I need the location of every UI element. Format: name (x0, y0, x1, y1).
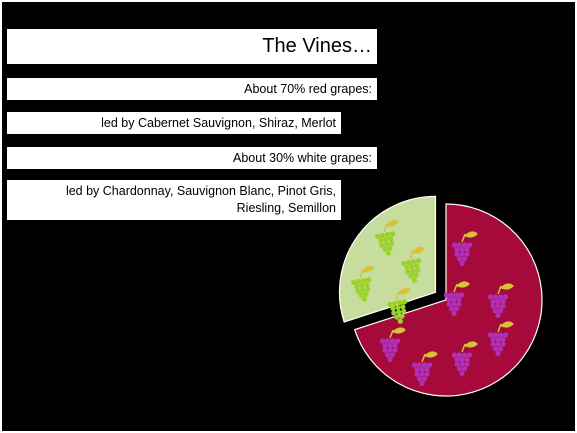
red-grape-cluster-icon (443, 281, 470, 316)
red-grapes-line: About 70% red grapes: (7, 78, 377, 100)
white-grape-cluster-icon (387, 287, 411, 324)
red-grape-cluster-icon (487, 283, 514, 318)
red-grape-cluster-icon (451, 341, 478, 376)
white-grape-cluster-icon (351, 265, 375, 302)
white-varieties-line-part-1: led by Chardonnay, Sauvignon Blanc, Pino… (65, 184, 336, 198)
red-grape-cluster-icon (379, 327, 406, 362)
grape-icons (351, 219, 514, 386)
slide-title: The Vines… (7, 29, 377, 64)
red-grape-cluster-icon (411, 351, 438, 386)
white-grapes-line: About 30% white grapes: (7, 147, 377, 169)
white-varieties-line: led by Chardonnay, Sauvignon Blanc, Pino… (7, 180, 341, 220)
white-grape-cluster-icon (375, 219, 399, 256)
red-varieties-line: led by Cabernet Sauvignon, Shiraz, Merlo… (7, 112, 341, 134)
white-grape-cluster-icon (401, 246, 425, 283)
red-grape-cluster-icon (451, 231, 478, 266)
red-grape-cluster-icon (487, 321, 514, 356)
pie-slices (338, 195, 543, 397)
white-varieties-line-part-2: Riesling, Semillon (236, 201, 336, 215)
grape-share-pie-graphic (338, 195, 543, 397)
